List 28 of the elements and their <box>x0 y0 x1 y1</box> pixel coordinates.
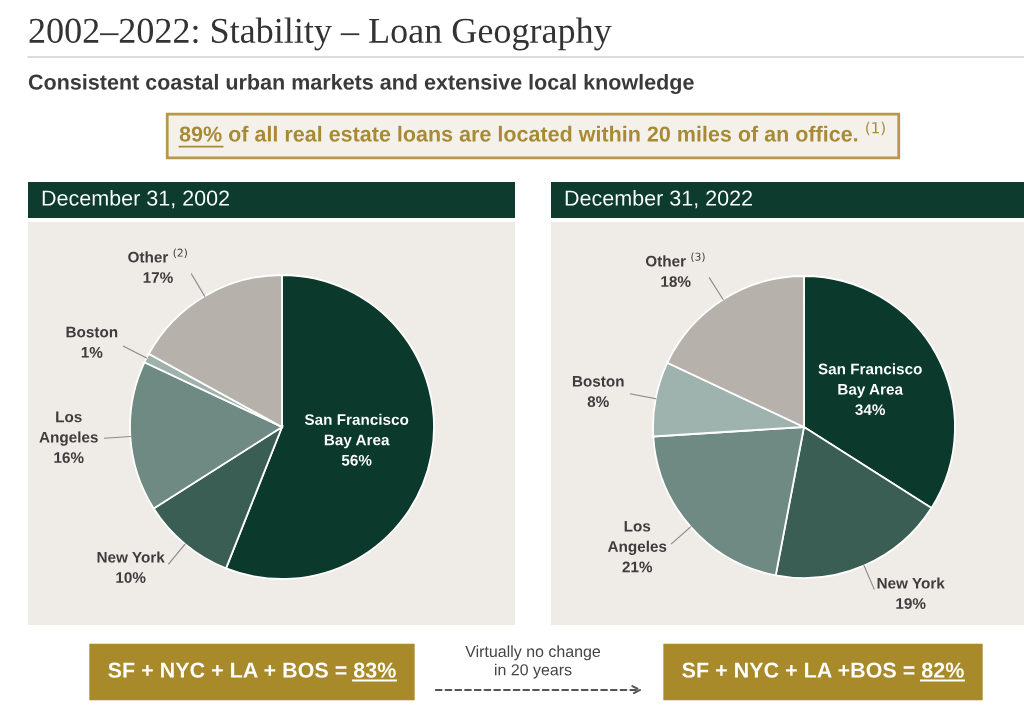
slice-label: San Francisco Bay Area <box>304 413 409 449</box>
data-label: 19% <box>896 598 926 609</box>
chart-title: December 31, 2002 <box>42 189 229 209</box>
slice-label: Boston <box>572 376 624 387</box>
slice-label: Boston <box>66 326 118 338</box>
data-label: 56% <box>341 454 372 466</box>
data-label: 18% <box>661 276 691 287</box>
text: SF + NYC + LA + BOS = 83% <box>108 662 396 678</box>
text: 2002–2022: Stability – Loan Geography <box>29 17 612 51</box>
data-label: 16% <box>54 452 84 464</box>
slice-label: New York <box>97 551 165 563</box>
text: Virtually no change in 20 years <box>465 645 601 679</box>
chart-title: December 31, 2022 <box>565 189 752 209</box>
data-label: 1% <box>81 346 103 358</box>
slice-label: Los Angeles <box>39 411 98 446</box>
text: 89% of all real estate loans are located within 20 miles of an office. $^{(1)}$ <box>179 121 885 142</box>
text: Consistent coastal urban markets and extensive local knowledge <box>28 73 694 95</box>
slice-label: Other $^{(2)}$ <box>128 248 187 263</box>
data-label: 10% <box>116 572 146 583</box>
slice-label: Los Angeles <box>607 520 667 555</box>
slice-label: San Francisco Bay Area <box>818 363 922 398</box>
data-label: 8% <box>587 396 609 408</box>
data-label: 21% <box>622 561 653 573</box>
slice-label: New York <box>877 577 945 589</box>
text: SF + NYC + LA +BOS = 82% <box>682 662 964 678</box>
data-label: 17% <box>143 272 173 283</box>
data-label: 34% <box>855 404 886 416</box>
slice-label: Other $^{(3)}$ <box>645 252 705 267</box>
